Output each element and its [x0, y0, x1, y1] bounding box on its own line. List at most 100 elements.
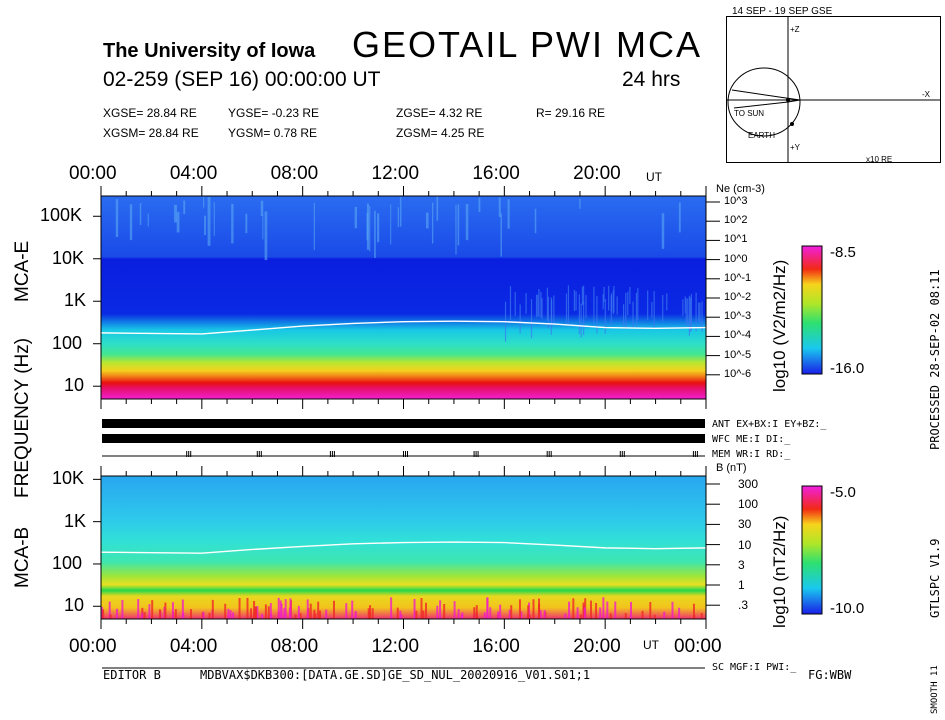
emission-streak: [174, 204, 177, 223]
noise-burst: [443, 604, 446, 619]
time-tick-label: 00:00: [69, 163, 117, 184]
noise-spike: [525, 293, 527, 314]
b-tick-label: .3: [738, 598, 749, 613]
emission-streak: [245, 213, 248, 234]
noise-spike: [581, 286, 584, 306]
noise-spike: [519, 304, 521, 334]
noise-spike: [688, 295, 691, 336]
noise-burst: [653, 614, 656, 619]
orbit-plot: TO SUN EARTH x10 RE -X +Z +Y: [726, 16, 941, 164]
ne-title: Ne (cm-3): [716, 183, 765, 195]
ut-label-top: UT: [646, 170, 662, 184]
emission-streak: [500, 213, 502, 257]
emission-streak: [203, 196, 205, 208]
noise-burst: [595, 602, 598, 619]
noise-burst: [158, 609, 161, 619]
b-tick-label: 30: [738, 517, 752, 532]
noise-burst: [189, 609, 192, 619]
emission-streak: [457, 204, 460, 246]
noise-burst: [270, 614, 273, 619]
noise-burst: [254, 606, 257, 619]
noise-burst: [325, 609, 328, 619]
noise-spike: [530, 299, 533, 339]
noise-burst: [475, 605, 478, 619]
emission-streak: [397, 207, 399, 227]
noise-spike: [622, 304, 625, 327]
date-line: 02-259 (SEP 16) 00:00:00 UT: [103, 68, 381, 91]
noise-burst: [453, 601, 456, 619]
noise-burst: [232, 612, 235, 619]
mca-e-cutoff-line: [100, 320, 707, 335]
noise-burst: [151, 600, 154, 619]
noise-burst: [108, 601, 111, 619]
noise-burst: [422, 610, 425, 619]
noise-burst: [576, 607, 579, 619]
noise-burst: [693, 614, 696, 619]
noise-spike: [580, 303, 582, 338]
noise-burst: [109, 614, 112, 619]
noise-burst: [457, 609, 460, 619]
emission-streak: [213, 202, 215, 237]
noise-spike: [603, 286, 605, 302]
noise-spike: [647, 290, 649, 321]
emission-streak: [377, 213, 380, 243]
mca-e-image: [101, 196, 706, 399]
noise-burst: [678, 607, 681, 619]
noise-spike: [685, 298, 687, 326]
time-tick-label: 16:00: [472, 636, 520, 657]
noise-spike: [514, 292, 516, 316]
noise-burst: [390, 597, 393, 619]
noise-spike: [540, 291, 542, 318]
noise-burst: [641, 610, 644, 619]
noise-spike: [695, 292, 697, 332]
freq-tick-label: 10K: [52, 247, 85, 268]
noise-burst: [396, 607, 399, 619]
time-tick-label: 00:00: [674, 636, 722, 657]
noise-spike: [625, 292, 627, 329]
freq-tick-label: 100: [52, 332, 83, 353]
emission-streak: [425, 212, 429, 229]
status-mem: MEM WR:I RD:_: [712, 449, 791, 460]
zgsm-value: ZGSM= 4.25 RE: [396, 126, 485, 140]
noise-burst: [306, 599, 309, 619]
noise-spike: [666, 293, 668, 311]
noise-burst: [137, 599, 140, 619]
time-tick-label: 04:00: [169, 636, 218, 657]
mca-e-streaks: [115, 196, 703, 342]
noise-burst: [299, 613, 302, 619]
ne-tick-label: 10^-5: [724, 348, 752, 361]
university-label: The University of Iowa: [103, 40, 316, 62]
noise-spike: [537, 294, 539, 316]
time-tick-label: 20:00: [573, 636, 621, 657]
emission-streak: [139, 203, 142, 225]
xgse-value: XGSE= 28.84 RE: [103, 106, 197, 120]
noise-burst: [288, 607, 291, 619]
r-value: R= 29.16 RE: [536, 106, 606, 120]
noise-burst: [439, 600, 442, 619]
noise-burst: [280, 603, 283, 619]
status-ant: ANT EX+BX:I EY+BZ:_: [712, 419, 827, 430]
noise-burst: [314, 613, 317, 619]
noise-burst: [436, 605, 439, 619]
emission-streak: [183, 200, 186, 215]
plot-title: GEOTAIL PWI MCA: [352, 24, 703, 65]
emission-streak: [431, 202, 434, 244]
emission-streak: [262, 215, 264, 240]
noise-burst: [238, 597, 241, 619]
noise-spike: [612, 290, 614, 315]
noise-spike: [635, 292, 638, 327]
noise-burst: [267, 606, 270, 619]
ne-tick-label: 10^-1: [724, 271, 752, 284]
smooth-label: SMOOTH 11: [930, 665, 940, 714]
emission-streak: [455, 204, 457, 255]
orbit-track: [731, 89, 801, 109]
noise-burst: [700, 612, 703, 619]
noise-burst: [510, 605, 513, 619]
noise-burst: [520, 611, 523, 619]
noise-burst: [568, 601, 571, 619]
noise-burst: [489, 607, 492, 619]
time-tick-label: 20:00: [573, 163, 621, 184]
noise-burst: [317, 601, 320, 619]
b-tick-label: 10: [738, 537, 752, 552]
noise-burst: [297, 605, 300, 619]
